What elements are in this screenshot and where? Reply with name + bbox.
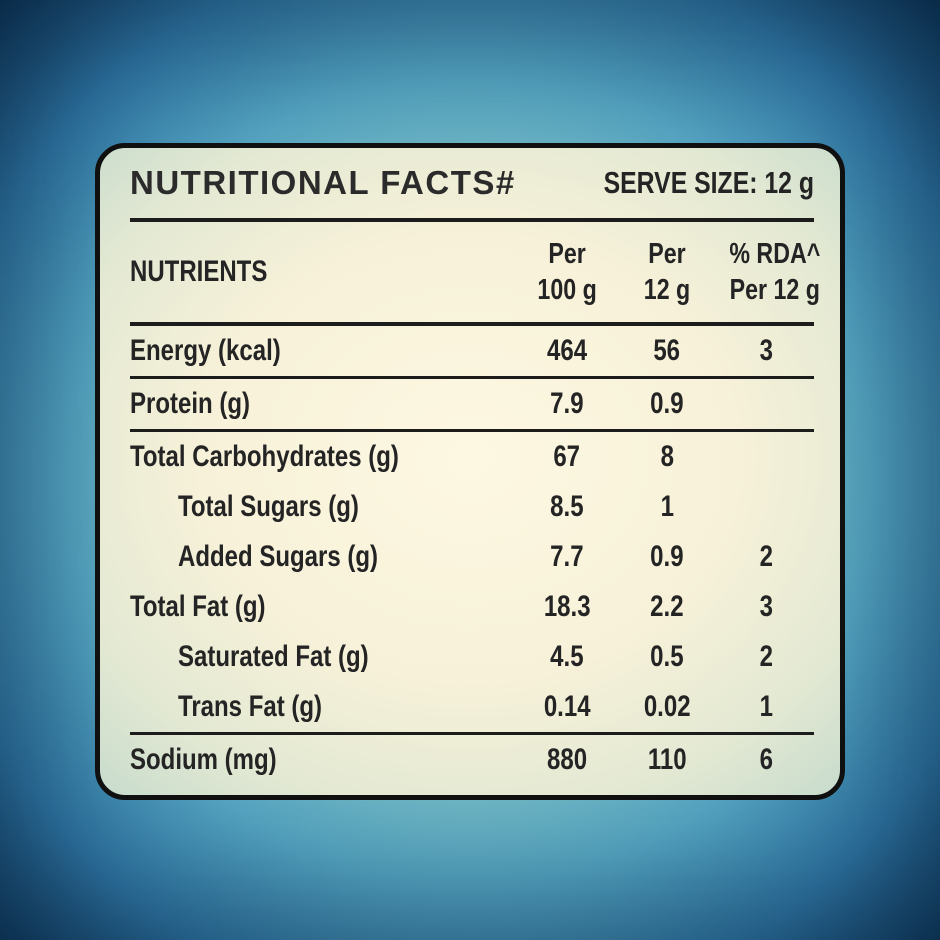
value-per-12g: 0.9 [650,540,684,573]
value-per-12g: 0.5 [650,640,684,673]
header-line: Per [548,237,586,270]
value-rda: 6 [759,743,773,776]
value-per-12g: 110 [647,743,687,776]
nutrients-label: NUTRIENTS [130,255,268,288]
table-row-total-sugars: Total Sugars (g) 8.5 1 [130,482,814,532]
value-per-100g: 464 [546,334,588,367]
panel-title: NUTRITIONAL FACTS# [130,164,516,201]
value-per-12g: 0.02 [643,690,691,723]
value-per-100g: 7.9 [550,387,584,420]
header-line: Per 12 g [729,274,820,306]
row-label: Saturated Fat (g) [178,640,369,673]
value-per-100g: 18.3 [543,590,591,623]
table-row-energy: Energy (kcal) 464 56 3 [130,326,814,379]
column-header-per-12g: Per 12 g [616,236,718,309]
row-label: Total Fat (g) [130,590,266,623]
row-label: Energy (kcal) [130,334,281,367]
value-rda: 2 [759,540,773,573]
header-line: % RDA^ [729,237,821,270]
column-header-per-100g: Per 100 g [518,236,616,309]
table-row-protein: Protein (g) 7.9 0.9 [130,379,814,432]
value-per-100g: 67 [553,440,581,473]
value-rda: 2 [759,640,773,673]
value-per-12g: 0.9 [650,387,684,420]
column-header-rda: % RDA^ Per 12 g [718,236,820,309]
table-row-added-sugars: Added Sugars (g) 7.7 0.9 2 [130,532,814,582]
table-row-saturated-fat: Saturated Fat (g) 4.5 0.5 2 [130,632,814,682]
column-header-row: NUTRIENTS Per 100 g Per 12 g % RDA^ Per … [130,222,820,326]
value-per-100g: 8.5 [550,490,584,523]
header-line: 12 g [643,274,691,306]
value-per-12g: 2.2 [650,590,684,623]
panel-header: NUTRITIONAL FACTS# SERVE SIZE: 12 g [130,148,814,218]
nutrition-facts-panel: NUTRITIONAL FACTS# SERVE SIZE: 12 g NUTR… [95,143,845,800]
table-row-total-fat: Total Fat (g) 18.3 2.2 3 [130,582,814,632]
column-header-nutrients: NUTRIENTS [130,255,518,289]
row-label: Trans Fat (g) [178,690,323,723]
value-rda: 1 [759,690,773,723]
value-rda: 3 [759,590,773,623]
serve-size-label: SERVE SIZE: 12 g [603,165,814,200]
row-label: Total Sugars (g) [178,490,359,523]
value-per-100g: 4.5 [550,640,584,673]
header-line: Per [648,237,686,270]
row-label: Total Carbohydrates (g) [130,440,399,473]
title-divider [130,218,814,222]
header-line: 100 g [537,274,597,306]
value-per-100g: 880 [546,743,588,776]
value-rda: 3 [759,334,773,367]
row-label: Added Sugars (g) [178,540,379,573]
row-label: Protein (g) [130,387,250,420]
table-row-trans-fat: Trans Fat (g) 0.14 0.02 1 [130,682,814,735]
table-row-sodium: Sodium (mg) 880 110 6 [130,735,814,785]
value-per-100g: 0.14 [543,690,591,723]
value-per-12g: 56 [653,334,681,367]
value-per-100g: 7.7 [550,540,584,573]
value-per-12g: 8 [660,440,674,473]
row-label: Sodium (mg) [130,743,277,776]
table-row-total-carbohydrates: Total Carbohydrates (g) 67 8 [130,432,814,482]
value-per-12g: 1 [660,490,674,523]
